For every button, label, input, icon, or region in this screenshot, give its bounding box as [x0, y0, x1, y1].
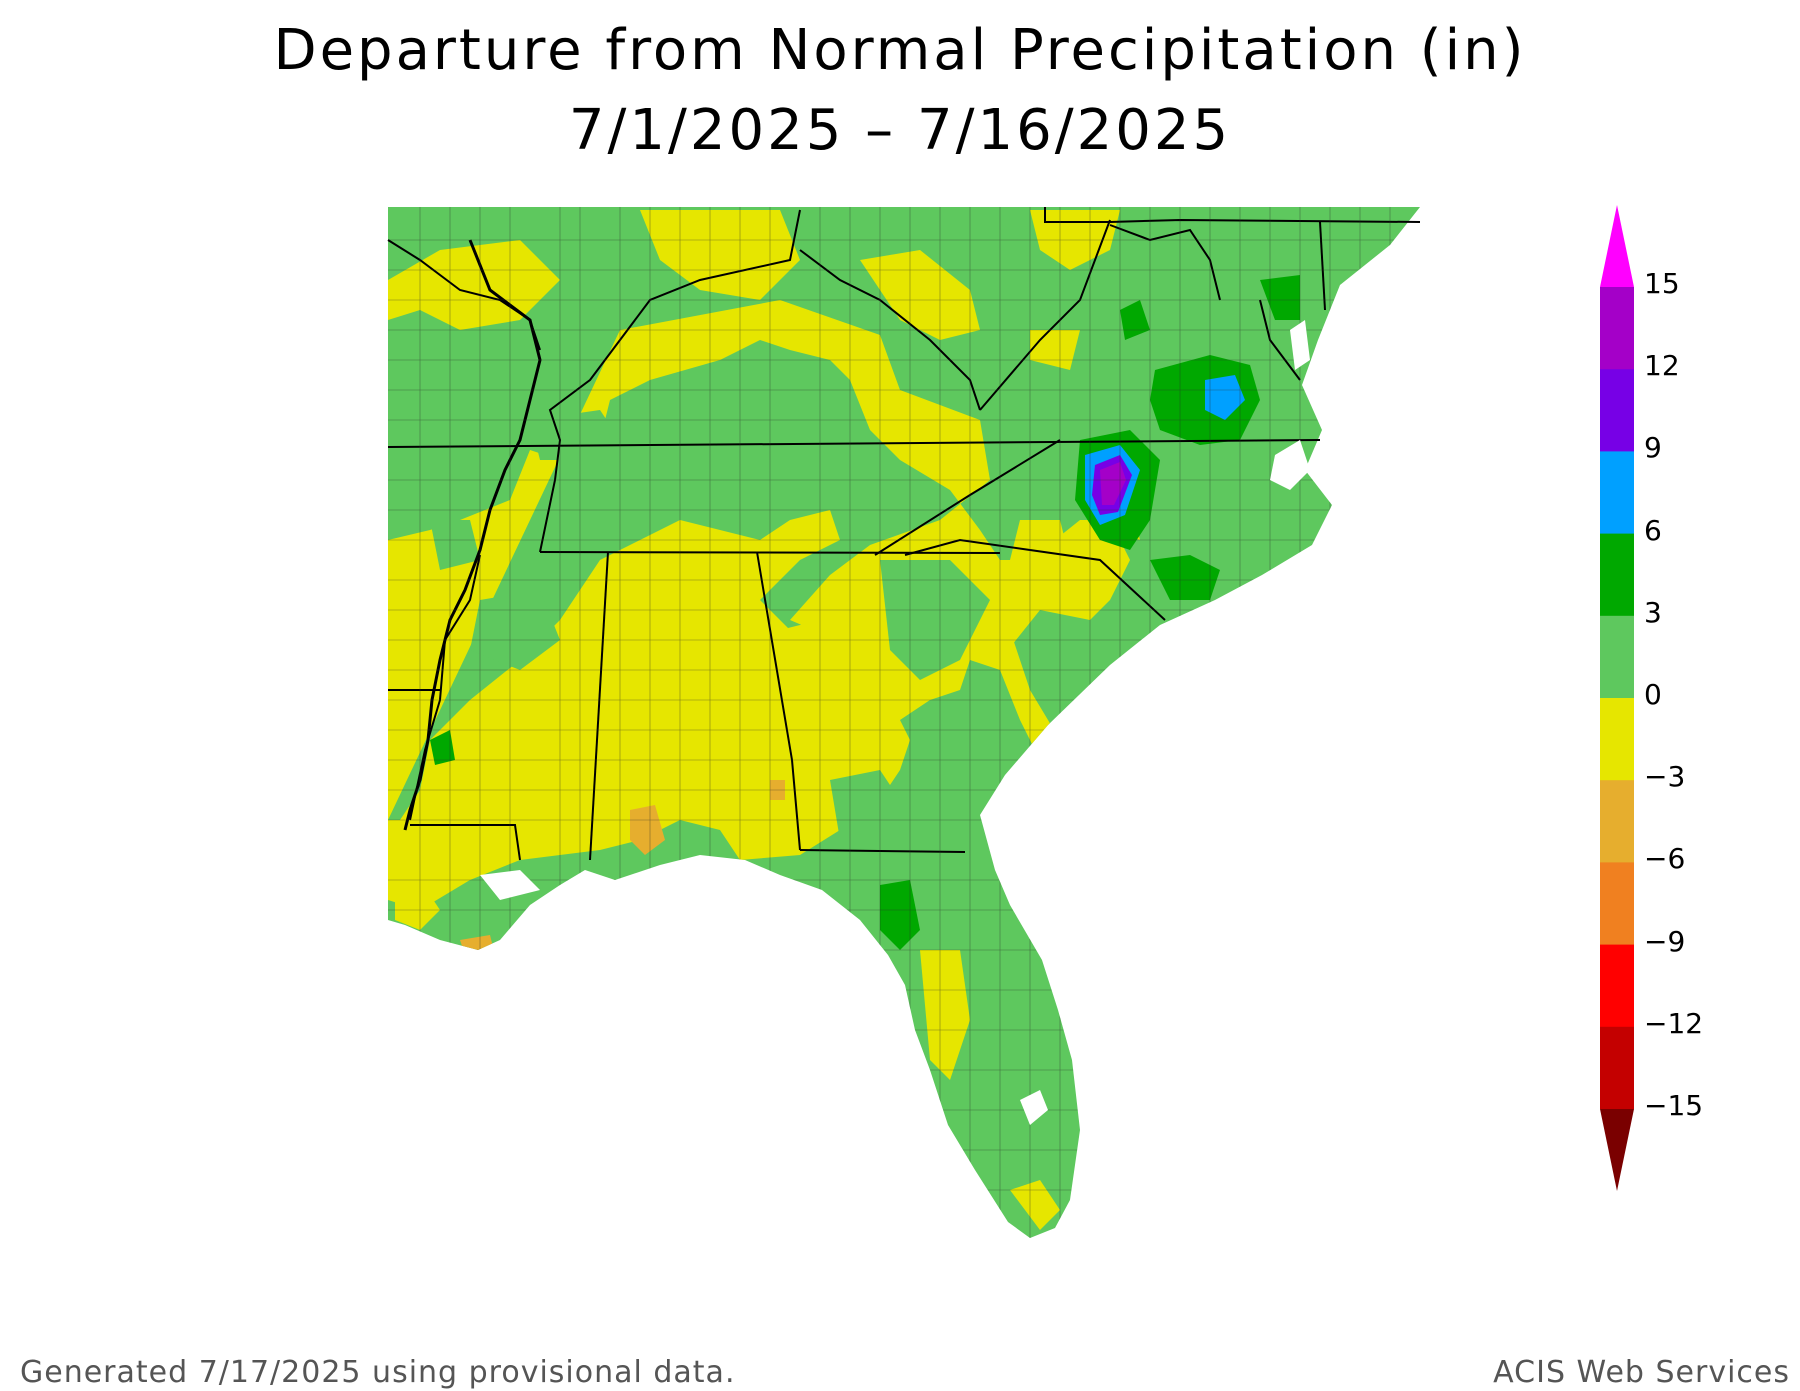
map-title: Departure from Normal Precipitation (in) [273, 18, 1527, 83]
colorbar-bin [1600, 862, 1634, 946]
date-range-subtitle: 7/1/2025 – 7/16/2025 [568, 98, 1232, 163]
colorbar-under-arrow [1600, 1109, 1634, 1191]
colorbar-bin [1600, 780, 1634, 863]
colorbar-bin [1600, 1026, 1634, 1110]
colorbar-tick-label: 0 [1644, 678, 1662, 711]
colorbar-bin [1600, 698, 1634, 781]
colorbar-bin [1600, 287, 1634, 370]
colorbar-over-arrow [1600, 205, 1634, 287]
colorbar-tick-label: −3 [1644, 760, 1686, 794]
colorbar-bin [1600, 369, 1634, 452]
colorbar-tick-label: 12 [1644, 349, 1680, 383]
colorbar-tick-label: −15 [1644, 1089, 1704, 1122]
colorbar [1600, 205, 1634, 1191]
colorbar-tick-label: 3 [1644, 595, 1662, 629]
generated-note: Generated 7/17/2025 using provisional da… [20, 1355, 736, 1390]
colorbar-tick-label: −12 [1644, 1006, 1704, 1040]
colorbar-tick-label: −9 [1644, 924, 1686, 958]
colorbar-bin [1600, 615, 1634, 699]
colorbar-bin [1600, 944, 1634, 1028]
colorbar-bin [1600, 533, 1634, 617]
colorbar-tick-label: 15 [1644, 267, 1680, 300]
colorbar-bin [1600, 451, 1634, 535]
colorbar-tick-label: 6 [1644, 513, 1662, 547]
water-bodies [480, 320, 1310, 1125]
colorbar-tick-label: 9 [1644, 431, 1662, 465]
colorbar-tick-label: −6 [1644, 842, 1686, 876]
source-credit: ACIS Web Services [1493, 1355, 1790, 1390]
